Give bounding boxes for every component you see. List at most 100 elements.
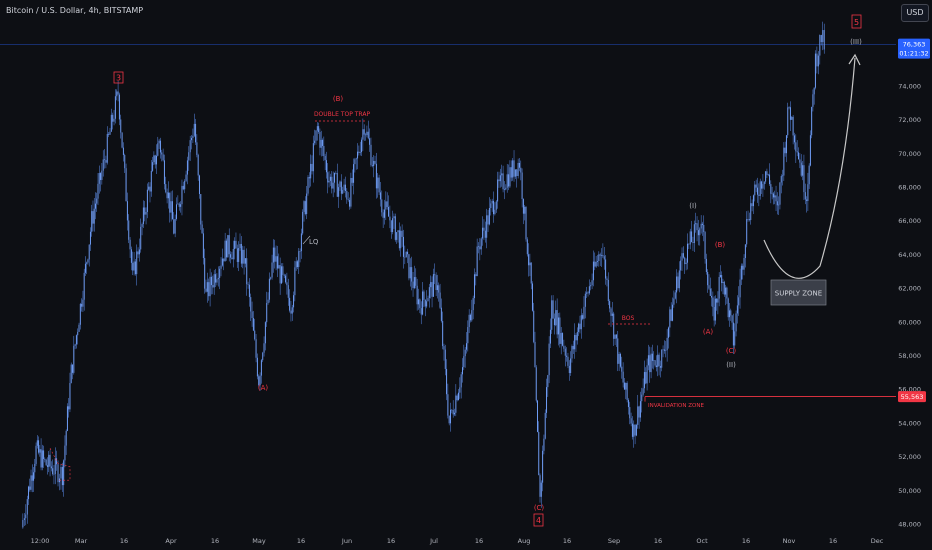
candle (503, 181, 505, 200)
time-tick-label: 16 (120, 537, 128, 545)
candle (651, 344, 653, 369)
time-axis[interactable]: 12:00 Mar 16 Apr 16 May 16 Jun 16 Jul 16 Aug 16 Sep 16… (31, 537, 884, 545)
wave4-label: 4 (536, 516, 541, 525)
wave-c-right-label: (C) (726, 347, 737, 355)
price-axis[interactable]: 48,000 50,000 52,000 54,000 56,000 58,000 60,0… (898, 49, 921, 529)
candle (299, 248, 301, 263)
candle (332, 171, 334, 198)
bos-label: BOS (622, 315, 635, 322)
candle (546, 378, 548, 419)
candle (461, 358, 463, 383)
candle (465, 332, 467, 354)
candle (152, 156, 154, 172)
candle (717, 291, 719, 315)
candle (251, 301, 253, 327)
candle (314, 129, 316, 146)
candle (673, 290, 675, 308)
candle (613, 311, 615, 346)
candle (520, 160, 522, 181)
candle (459, 377, 461, 399)
candle (200, 194, 202, 230)
candle (247, 281, 249, 289)
supply-zone-box[interactable] (770, 279, 827, 306)
currency-button[interactable]: USD (901, 4, 929, 22)
candle (255, 334, 257, 363)
candle (145, 207, 147, 225)
candle (23, 513, 25, 526)
candle (141, 222, 143, 236)
candle (468, 309, 470, 334)
candle (704, 230, 706, 264)
candle (256, 353, 258, 380)
candle (697, 219, 699, 246)
early-pattern-marker (49, 448, 71, 481)
candle (50, 461, 52, 472)
candle (293, 291, 295, 313)
candle (243, 246, 245, 275)
candle (621, 356, 623, 379)
candle (435, 272, 437, 297)
candle (795, 134, 797, 163)
candle (182, 181, 184, 191)
candle (36, 435, 38, 449)
time-tick-label: 16 (563, 537, 571, 545)
candle (304, 196, 306, 216)
candle (703, 215, 705, 242)
candle (197, 153, 199, 181)
candle (181, 179, 183, 216)
candle (87, 258, 89, 265)
candle (718, 272, 720, 307)
candle (68, 397, 70, 418)
candle (40, 438, 42, 471)
candle (161, 149, 163, 162)
time-tick-label: 16 (297, 537, 305, 545)
candle (571, 344, 573, 363)
candle (776, 192, 778, 215)
candle (669, 306, 671, 337)
candle (312, 135, 314, 183)
candle (575, 333, 577, 352)
candle (714, 295, 716, 325)
candle (536, 399, 538, 433)
candle (816, 46, 818, 74)
candle (705, 253, 707, 275)
candle (552, 295, 554, 319)
candle (174, 214, 176, 238)
candle (41, 444, 43, 471)
candle (603, 247, 605, 270)
candle (596, 254, 598, 267)
candle (162, 148, 164, 162)
candle (748, 212, 750, 222)
candle (96, 192, 98, 212)
candle (244, 258, 246, 268)
candle (89, 227, 91, 251)
invalidation-price-tag[interactable]: 55,563 (898, 391, 926, 403)
candle (534, 331, 536, 368)
candle (670, 302, 672, 322)
candle (49, 449, 51, 477)
candle (455, 384, 457, 417)
candle (751, 199, 753, 212)
candle (755, 179, 757, 193)
candle (434, 263, 436, 285)
candle (112, 112, 114, 130)
candle (591, 273, 593, 290)
candle (228, 228, 230, 262)
candle (555, 300, 557, 327)
candle (754, 181, 756, 202)
candle (88, 244, 90, 267)
price-tick-label: 56,000 (898, 386, 921, 394)
candle (413, 265, 415, 290)
candle (609, 299, 611, 313)
candle (709, 277, 711, 296)
candle (221, 248, 223, 267)
candle (28, 485, 30, 506)
candle (780, 174, 782, 194)
candle (726, 286, 728, 304)
candle (30, 469, 32, 492)
candle (278, 253, 280, 269)
candle (548, 336, 550, 384)
candle (752, 194, 754, 215)
